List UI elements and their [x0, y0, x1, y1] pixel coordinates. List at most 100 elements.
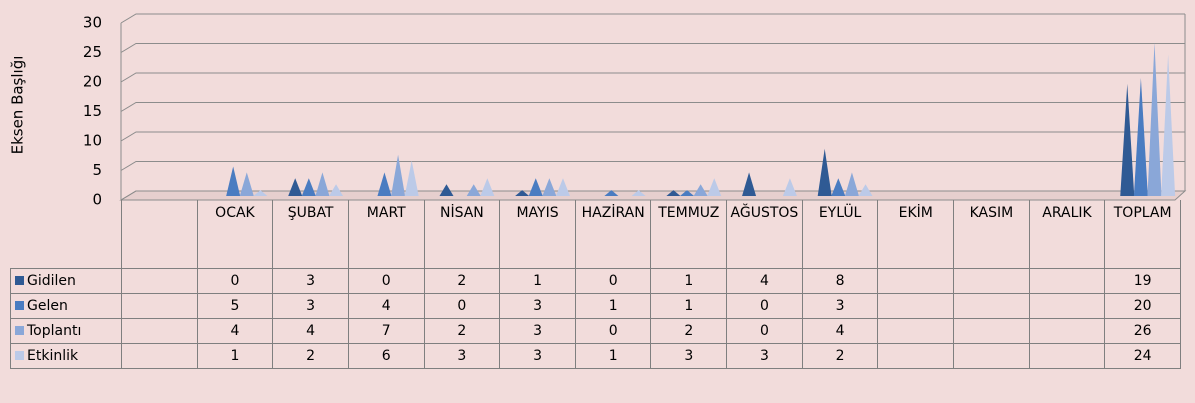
- data-table: OCAK ŞUBAT MART NİSAN MAYIS HAZİRAN TEMMUZ AĞUS…: [10, 200, 1181, 369]
- y-tick-label: 20: [83, 73, 102, 91]
- value-cell: [1028, 268, 1106, 294]
- y-axis-title: Eksen Başlığı: [9, 56, 27, 155]
- y-tick-label: 25: [83, 43, 102, 61]
- value-cell: 3: [272, 268, 349, 294]
- value-cell: 1: [650, 293, 728, 319]
- category-label: MART: [347, 200, 425, 269]
- legend-entry: Etkinlik: [10, 343, 122, 369]
- value-cell: [1028, 318, 1106, 344]
- series-name: Gelen: [27, 298, 68, 314]
- cone: [253, 190, 268, 196]
- value-cell: 3: [499, 318, 576, 344]
- series-name: Gidilen: [27, 273, 76, 289]
- value-cell: [121, 293, 198, 319]
- data-row: Etkinlik 1 2 6 3 3 1 3 3 2 24: [10, 343, 1181, 369]
- value-cell: 3: [801, 293, 879, 319]
- cone: [239, 172, 254, 196]
- cone: [680, 190, 695, 196]
- category-label: KASIM: [953, 200, 1030, 269]
- cone: [301, 178, 316, 196]
- floor: [119, 190, 1187, 201]
- cone: [693, 184, 708, 196]
- y-tick-label: 10: [83, 132, 102, 150]
- value-cell: 0: [574, 268, 652, 294]
- grid-line: [120, 161, 1185, 171]
- value-cell: [1028, 343, 1106, 369]
- value-cell: 3: [423, 343, 501, 369]
- value-cell: 3: [499, 293, 576, 319]
- cone: [1161, 54, 1176, 197]
- value-cell: 1: [574, 343, 652, 369]
- value-cell: [121, 343, 198, 369]
- value-cell: [877, 318, 955, 344]
- y-tick-label: 30: [83, 14, 102, 32]
- cone: [707, 178, 722, 196]
- value-cell: 24: [1104, 343, 1181, 369]
- category-label: TOPLAM: [1104, 200, 1181, 269]
- cone: [528, 178, 543, 196]
- legend-swatch: [15, 351, 24, 360]
- value-cell: 2: [650, 318, 728, 344]
- value-cell: 0: [726, 318, 803, 344]
- category-label: TEMMUZ: [650, 200, 728, 269]
- cone: [515, 190, 530, 196]
- value-cell: [953, 318, 1030, 344]
- value-cell: 0: [726, 293, 803, 319]
- value-cell: 3: [272, 293, 349, 319]
- value-cell: 3: [726, 343, 803, 369]
- cone: [742, 172, 757, 196]
- cone: [377, 172, 392, 196]
- data-row: Gelen 5 3 4 0 3 1 1 0 3 20: [10, 293, 1181, 319]
- value-cell: [953, 268, 1030, 294]
- grid-line: [120, 43, 1185, 53]
- cone: [858, 184, 873, 196]
- series-name: Etkinlik: [27, 348, 79, 364]
- legend-entry: Toplantı: [10, 318, 122, 344]
- value-cell: 4: [347, 293, 425, 319]
- cone: [404, 160, 419, 196]
- cone: [831, 178, 846, 196]
- cone: [782, 178, 797, 196]
- cone: [466, 184, 481, 196]
- cone: [439, 184, 454, 196]
- category-label: ŞUBAT: [272, 200, 349, 269]
- value-cell: 0: [574, 318, 652, 344]
- value-cell: [121, 268, 198, 294]
- series-name: Toplantı: [27, 323, 82, 339]
- data-row: Gidilen 0 3 0 2 1 0 1 4 8 19: [10, 268, 1181, 294]
- cone: [604, 190, 619, 196]
- cone: [631, 190, 646, 196]
- category-label: EYLÜL: [801, 200, 879, 269]
- value-cell: 2: [272, 343, 349, 369]
- category-label: MAYIS: [499, 200, 576, 269]
- y-tick-label: 0: [92, 191, 102, 209]
- cone: [329, 184, 344, 196]
- data-row: Toplantı 4 4 7 2 3 0 2 0 4 26: [10, 318, 1181, 344]
- value-cell: 0: [347, 268, 425, 294]
- value-cell: [1028, 293, 1106, 319]
- value-cell: 20: [1104, 293, 1181, 319]
- legend-entry: Gelen: [10, 293, 122, 319]
- value-cell: 2: [423, 318, 501, 344]
- cone: [542, 178, 557, 196]
- cone: [1147, 42, 1162, 196]
- value-cell: 4: [272, 318, 349, 344]
- category-label: HAZİRAN: [574, 200, 652, 269]
- cone: [288, 178, 303, 196]
- value-cell: [877, 293, 955, 319]
- category-label: NİSAN: [423, 200, 501, 269]
- cone: [391, 154, 406, 196]
- value-cell: 0: [423, 293, 501, 319]
- value-cell: [953, 293, 1030, 319]
- value-cell: 6: [347, 343, 425, 369]
- cone: [844, 172, 859, 196]
- cone: [1133, 78, 1148, 196]
- cone: [1120, 83, 1135, 196]
- value-cell: 2: [801, 343, 879, 369]
- value-cell: 4: [196, 318, 274, 344]
- cone: [666, 190, 681, 196]
- value-cell: [953, 343, 1030, 369]
- header-row: OCAK ŞUBAT MART NİSAN MAYIS HAZİRAN TEMMUZ AĞUS…: [10, 200, 1181, 269]
- category-label: ARALIK: [1028, 200, 1106, 269]
